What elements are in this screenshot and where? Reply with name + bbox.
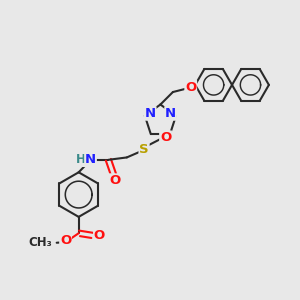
Text: O: O — [60, 234, 71, 247]
Text: CH₃: CH₃ — [28, 236, 52, 249]
Text: N: N — [145, 107, 156, 120]
Text: O: O — [185, 81, 196, 94]
Text: N: N — [85, 153, 96, 166]
Text: O: O — [94, 229, 105, 242]
Text: S: S — [139, 142, 149, 156]
Text: O: O — [110, 174, 121, 187]
Text: O: O — [160, 131, 171, 144]
Text: N: N — [165, 107, 176, 120]
Text: H: H — [76, 153, 85, 166]
